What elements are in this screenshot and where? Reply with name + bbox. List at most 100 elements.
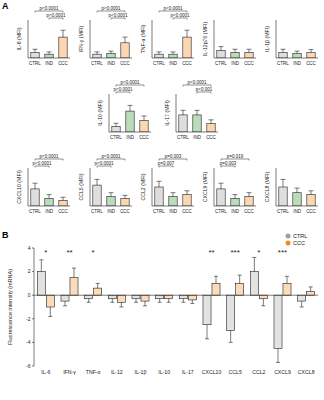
error-bar xyxy=(114,123,119,126)
y-axis xyxy=(276,20,277,58)
error-cap xyxy=(128,105,133,106)
bar xyxy=(231,52,239,58)
error-line xyxy=(278,348,279,362)
error-cap xyxy=(167,302,171,303)
error-line xyxy=(221,47,222,51)
error-line xyxy=(63,30,64,37)
error-line xyxy=(116,123,117,126)
y-tick-label: 2 xyxy=(28,268,31,274)
bars xyxy=(93,179,129,206)
error-line xyxy=(254,257,255,271)
bracket: p<0.0001 xyxy=(114,87,133,94)
error-bar xyxy=(185,191,190,195)
category-label: CCC xyxy=(139,135,149,140)
error-cap xyxy=(209,119,214,120)
error-bar xyxy=(247,193,252,197)
p-value: p<0.0001 xyxy=(121,80,140,85)
category-label: CXCL8 xyxy=(298,369,315,375)
y-axis xyxy=(90,168,91,206)
category-label: CCL5 xyxy=(229,369,242,375)
p-value: p<0.0001 xyxy=(188,80,207,85)
p-value: p<0.001 xyxy=(196,87,213,92)
error-bar xyxy=(63,301,67,306)
bar xyxy=(250,272,258,296)
category-label: CTRL xyxy=(177,135,189,140)
error-bar xyxy=(219,183,224,189)
error-bar xyxy=(143,301,147,306)
error-line xyxy=(130,105,131,111)
bars xyxy=(279,179,315,206)
bar xyxy=(212,283,220,295)
category-label: CTRL xyxy=(277,61,289,66)
y-axis xyxy=(90,20,91,58)
error-bar xyxy=(157,52,162,54)
bracket: p=0.003 xyxy=(159,154,187,161)
category-label: CCC xyxy=(120,61,130,66)
y-label: TNF-α (MFI) xyxy=(140,24,146,53)
error-line xyxy=(144,301,145,306)
category-label: IL-1β xyxy=(135,369,147,375)
bar xyxy=(165,295,173,299)
error-bar xyxy=(47,52,52,54)
bars xyxy=(179,110,215,132)
error-bar xyxy=(219,47,224,51)
small-panel: CTRLINDCCCIL-12p70 (MFI) xyxy=(202,20,256,66)
error-line xyxy=(136,299,137,303)
p-value: p<0.0001 xyxy=(171,13,190,18)
bracket-line xyxy=(116,92,130,94)
error-bar xyxy=(128,105,133,111)
y-axis xyxy=(214,20,215,58)
error-line xyxy=(88,299,89,303)
bracket: p<0.001 xyxy=(196,87,213,94)
error-cap xyxy=(109,192,114,193)
error-bar xyxy=(185,30,190,37)
error-line xyxy=(49,195,50,199)
small-panel: CTRLINDCCCCCL2 (MFI)p=0.003p=0.007 xyxy=(140,154,194,214)
error-bar xyxy=(61,30,66,37)
error-line xyxy=(283,179,284,187)
category-label: IND xyxy=(45,209,54,214)
error-line xyxy=(183,299,184,303)
figure: ACTRLINDCCCIL-6 (MFI)p<0.0001p<0.0001CTR… xyxy=(0,0,324,400)
bars xyxy=(155,30,191,58)
error-cap xyxy=(309,49,314,50)
category-label: IND xyxy=(231,61,240,66)
error-bar xyxy=(109,51,114,53)
bar xyxy=(126,111,134,132)
error-cap xyxy=(39,259,43,260)
bar xyxy=(31,189,39,206)
y-axis xyxy=(214,168,215,206)
category-label: IND xyxy=(193,135,202,140)
error-bar xyxy=(281,49,286,52)
bar xyxy=(179,295,187,299)
error-bar xyxy=(95,52,100,54)
small-panel: CTRLINDCCCIL-6 (MFI)p<0.0001p<0.0001 xyxy=(16,6,70,66)
legend-swatch xyxy=(286,241,291,246)
error-bar xyxy=(309,287,313,292)
category-label: CCC xyxy=(244,209,254,214)
small-panel: CTRLINDCCCCXCL8 (MFI) xyxy=(264,168,318,214)
significance: ** xyxy=(66,248,72,257)
x-axis xyxy=(276,206,318,207)
error-line xyxy=(286,276,287,283)
error-bar xyxy=(295,51,300,53)
category-label: IND xyxy=(293,61,302,66)
error-cap xyxy=(33,49,38,50)
significance: * xyxy=(44,248,47,257)
error-bar xyxy=(119,302,123,307)
error-cap xyxy=(142,116,147,117)
error-line xyxy=(239,275,240,283)
bracket: p=0.003 xyxy=(220,161,237,168)
error-cap xyxy=(123,37,128,38)
error-line xyxy=(310,287,311,292)
category-label: CTRL xyxy=(91,61,103,66)
y-label: CCL2 (MFI) xyxy=(140,173,146,200)
error-cap xyxy=(123,195,128,196)
bar xyxy=(85,295,93,299)
error-cap xyxy=(281,49,286,50)
error-cap xyxy=(171,51,176,52)
error-line xyxy=(187,30,188,37)
error-line xyxy=(235,49,236,52)
error-bar xyxy=(157,181,162,187)
significance: *** xyxy=(278,248,287,257)
